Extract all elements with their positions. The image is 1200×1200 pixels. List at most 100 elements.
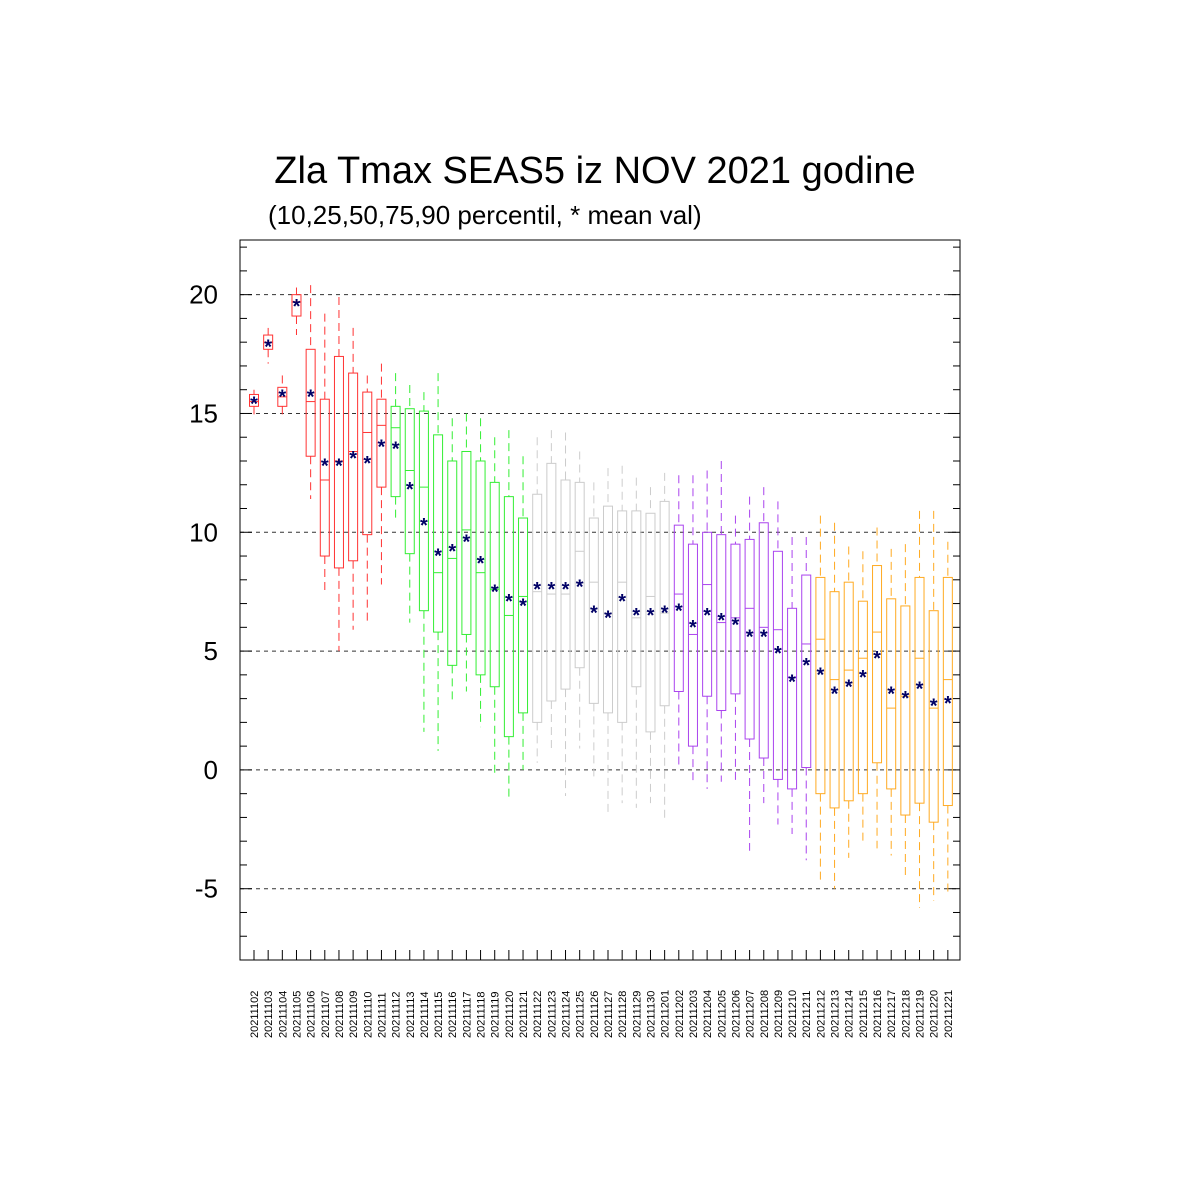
box-iqr — [744, 538, 755, 740]
box-iqr — [758, 522, 769, 759]
x-tick-label: 20211219 — [915, 990, 927, 1038]
x-tick-label: 20211123 — [546, 991, 558, 1038]
box-iqr — [942, 576, 953, 807]
box-iqr — [886, 598, 897, 790]
mean-marker: * — [661, 603, 669, 625]
x-tick-label: 20211124 — [561, 991, 573, 1038]
mean-marker: * — [321, 455, 329, 477]
mean-marker: * — [434, 546, 442, 568]
x-tick-label: 20211221 — [943, 990, 955, 1038]
x-tick-label: 20211214 — [844, 990, 856, 1038]
x-tick-label: 20211211 — [801, 991, 813, 1038]
mean-marker: * — [477, 553, 485, 575]
x-tick-label: 20211202 — [674, 990, 686, 1038]
box-iqr — [291, 294, 302, 317]
box-iqr — [673, 524, 684, 692]
x-tick-label: 20211111 — [376, 992, 388, 1038]
box-iqr — [829, 591, 840, 809]
x-tick-label: 20211130 — [645, 991, 657, 1038]
box-iqr — [390, 405, 401, 498]
mean-marker: * — [547, 579, 555, 601]
chart-subtitle: (10,25,50,75,90 percentil, * mean val) — [268, 200, 702, 230]
mean-marker: * — [250, 394, 258, 416]
box-iqr — [928, 610, 939, 823]
plot-frame — [239, 239, 961, 961]
mean-marker: * — [463, 531, 471, 553]
mean-marker: * — [746, 626, 754, 648]
box-iqr — [404, 408, 415, 555]
x-tick-label: 20211209 — [773, 990, 785, 1038]
x-tick-label: 20211105 — [291, 991, 303, 1038]
x-tick-label: 20211104 — [277, 991, 289, 1038]
mean-marker: * — [802, 655, 810, 677]
box-iqr — [843, 581, 854, 802]
box-iqr — [348, 372, 359, 562]
box-iqr — [319, 398, 330, 557]
box-iqr — [489, 481, 500, 688]
x-tick-label: 20211114 — [419, 992, 431, 1039]
mean-marker: * — [604, 607, 612, 629]
mean-marker: * — [491, 581, 499, 603]
mean-marker: * — [519, 596, 527, 618]
mean-marker: * — [505, 591, 513, 613]
x-tick-label: 20211115 — [433, 992, 445, 1039]
box-iqr — [574, 481, 585, 669]
mean-marker: * — [392, 439, 400, 461]
mean-marker: * — [760, 626, 768, 648]
box-iqr — [532, 493, 543, 723]
x-tick-label: 20211103 — [263, 991, 275, 1038]
mean-marker: * — [264, 337, 272, 359]
x-tick-label: 20211117 — [461, 992, 473, 1039]
y-tick-label: 10 — [189, 517, 218, 547]
mean-marker: * — [590, 603, 598, 625]
box-iqr — [687, 543, 698, 747]
x-tick-label: 20211121 — [518, 991, 530, 1038]
mean-marker: * — [533, 579, 541, 601]
mean-marker: * — [732, 615, 740, 637]
box-iqr — [376, 398, 387, 488]
box-iqr — [560, 479, 571, 690]
x-tick-label: 20211119 — [490, 992, 502, 1039]
box-iqr — [333, 355, 344, 569]
x-tick-label: 20211210 — [787, 990, 799, 1038]
box-iqr — [362, 391, 373, 536]
chart-title: Zla Tmax SEAS5 iz NOV 2021 godine — [274, 150, 916, 192]
mean-marker: * — [873, 648, 881, 670]
box-iqr — [518, 517, 529, 714]
x-tick-label: 20211112 — [391, 992, 403, 1039]
y-tick-label: 15 — [189, 398, 218, 428]
box-iqr — [857, 600, 868, 795]
x-tick-label: 20211218 — [900, 990, 912, 1038]
mean-marker: * — [420, 515, 428, 537]
x-tick-label: 20211201 — [660, 990, 672, 1038]
box-iqr — [631, 510, 642, 688]
box-iqr — [914, 576, 925, 804]
y-tick-label: 20 — [189, 280, 218, 310]
mean-marker: * — [647, 605, 655, 627]
box-iqr — [433, 434, 444, 633]
mean-marker: * — [901, 688, 909, 710]
x-tick-label: 20211108 — [334, 991, 346, 1038]
mean-marker: * — [576, 577, 584, 599]
box-iqr — [461, 450, 472, 635]
x-tick-label: 20211206 — [730, 990, 742, 1038]
box-iqr — [772, 550, 783, 780]
x-tick-label: 20211118 — [476, 992, 488, 1039]
y-tick-label: 5 — [204, 636, 218, 666]
x-tick-label: 20211212 — [815, 990, 827, 1038]
x-tick-label: 20211110 — [362, 992, 374, 1039]
mean-marker: * — [448, 541, 456, 563]
mean-marker: * — [845, 676, 853, 698]
box-iqr — [702, 531, 713, 697]
box-iqr — [503, 496, 514, 738]
x-tick-label: 20211216 — [872, 990, 884, 1038]
mean-marker: * — [831, 683, 839, 705]
mean-marker: * — [618, 591, 626, 613]
mean-marker: * — [632, 605, 640, 627]
box-iqr — [730, 543, 741, 695]
x-tick-label: 20211215 — [858, 990, 870, 1038]
mean-marker: * — [562, 579, 570, 601]
box-iqr — [617, 510, 628, 723]
mean-marker: * — [278, 386, 286, 408]
